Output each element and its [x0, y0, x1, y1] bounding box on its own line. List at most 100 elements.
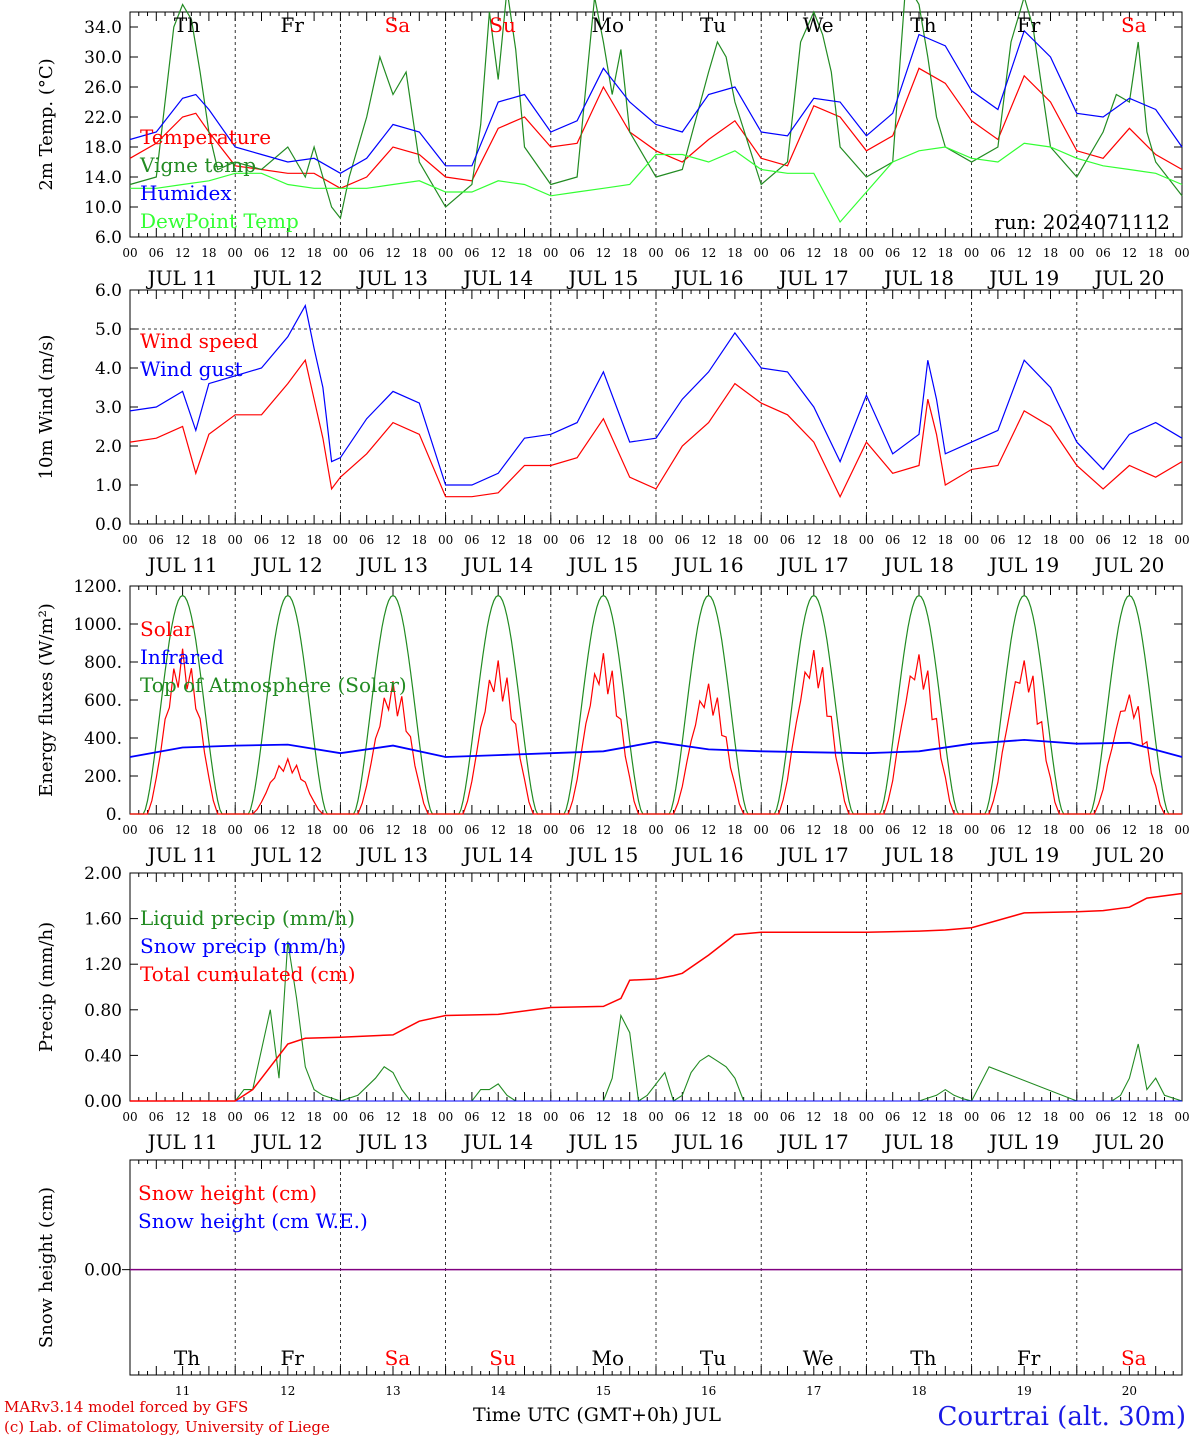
hour-tick-label: 12: [911, 823, 926, 837]
legend-solar: Solar: [140, 617, 194, 641]
y-axis-title-5: Snow height (cm): [36, 1187, 57, 1348]
hour-tick-label: 12: [175, 246, 190, 260]
hour-tick-label: 00: [333, 246, 348, 260]
weekday-label: Su: [489, 13, 516, 37]
day-number-label: 16: [701, 1384, 716, 1398]
hour-tick-label: 12: [1017, 1110, 1032, 1124]
hour-tick-label: 18: [832, 246, 847, 260]
hour-tick-label: 06: [149, 246, 164, 260]
y-tick-label: 3.0: [95, 398, 122, 418]
hour-tick-label: 00: [333, 533, 348, 547]
series-line-wind-speed: [129, 358, 1183, 499]
hour-tick-label: 06: [990, 533, 1005, 547]
hour-tick-label: 18: [412, 533, 427, 547]
hour-tick-label: 12: [911, 246, 926, 260]
hour-tick-label: 06: [149, 823, 164, 837]
legend-temperature: Temperature: [140, 125, 271, 149]
hour-tick-label: 18: [201, 823, 216, 837]
hour-tick-label: 18: [1148, 246, 1163, 260]
x-axis-title: Time UTC (GMT+0h) JUL: [473, 1404, 721, 1426]
hour-tick-label: 06: [359, 823, 374, 837]
hour-tick-label: 06: [780, 1110, 795, 1124]
hour-tick-label: 00: [1069, 246, 1084, 260]
date-label: JUL 14: [461, 553, 533, 577]
y-tick-label: 1000.: [73, 615, 122, 635]
y-tick-label: 2.0: [95, 437, 122, 457]
hour-tick-label: 12: [701, 246, 716, 260]
hour-tick-label: 06: [569, 1110, 584, 1124]
hour-tick-label: 00: [1174, 1110, 1189, 1124]
hour-tick-label: 18: [1148, 1110, 1163, 1124]
y-tick-label: 1.60: [84, 910, 122, 930]
hour-tick-label: 00: [122, 246, 137, 260]
series-line-liquid-precip-mm-h-: [130, 941, 1183, 1102]
hour-tick-label: 12: [280, 823, 295, 837]
y-tick-label: 600.: [84, 691, 122, 711]
date-label: JUL 11: [146, 1130, 218, 1154]
date-label: JUL 19: [987, 266, 1059, 290]
y-tick-label: 6.0: [95, 281, 122, 301]
hour-tick-label: 00: [228, 246, 243, 260]
hour-tick-label: 12: [491, 246, 506, 260]
y-tick-label: 6.0: [95, 228, 122, 248]
hour-tick-label: 18: [201, 246, 216, 260]
weekday-label-bottom: Sa: [1121, 1346, 1147, 1370]
hour-tick-label: 00: [859, 1110, 874, 1124]
weekday-label-bottom: Tu: [700, 1346, 726, 1370]
y-tick-label: 4.0: [95, 359, 122, 379]
hour-tick-label: 12: [1122, 533, 1137, 547]
hour-tick-label: 12: [175, 533, 190, 547]
date-label: JUL 11: [146, 266, 218, 290]
legend-top-of-atmosphere-solar-: Top of Atmosphere (Solar): [140, 673, 407, 697]
hour-tick-label: 06: [675, 533, 690, 547]
y-tick-label: 34.0: [84, 18, 122, 38]
hour-tick-label: 12: [385, 823, 400, 837]
weekday-label-bottom: Th: [174, 1346, 200, 1370]
hour-tick-label: 00: [1174, 823, 1189, 837]
hour-tick-label: 06: [885, 246, 900, 260]
location-label: Courtrai (alt. 30m): [937, 1402, 1187, 1432]
weekday-label-bottom: Th: [910, 1346, 936, 1370]
hour-tick-label: 06: [675, 246, 690, 260]
date-label: JUL 17: [777, 1130, 849, 1154]
hour-tick-label: 12: [596, 823, 611, 837]
hour-tick-label: 00: [333, 1110, 348, 1124]
hour-tick-label: 00: [648, 1110, 663, 1124]
date-label: JUL 13: [356, 843, 428, 867]
hour-tick-label: 18: [832, 1110, 847, 1124]
legend-vigne-temp: Vigne temp: [139, 153, 256, 177]
hour-tick-label: 18: [1043, 533, 1058, 547]
hour-tick-label: 06: [885, 823, 900, 837]
weekday-label-bottom: Su: [489, 1346, 516, 1370]
legend-dewpoint-temp: DewPoint Temp: [140, 209, 299, 233]
series-line-solar: [130, 648, 1182, 815]
date-label: JUL 16: [672, 553, 744, 577]
hour-tick-label: 18: [1148, 823, 1163, 837]
hour-tick-label: 12: [701, 533, 716, 547]
hour-tick-label: 12: [596, 246, 611, 260]
date-label: JUL 17: [777, 266, 849, 290]
hour-tick-label: 12: [1017, 533, 1032, 547]
hour-tick-label: 06: [359, 533, 374, 547]
hour-tick-label: 00: [859, 823, 874, 837]
hour-tick-label: 06: [1095, 1110, 1110, 1124]
hour-tick-label: 18: [306, 533, 321, 547]
hour-tick-label: 00: [122, 823, 137, 837]
hour-tick-label: 00: [859, 533, 874, 547]
hour-tick-label: 12: [280, 533, 295, 547]
hour-tick-label: 06: [675, 823, 690, 837]
hour-tick-label: 00: [648, 246, 663, 260]
y-tick-label: 1200.: [73, 577, 122, 597]
hour-tick-label: 06: [464, 1110, 479, 1124]
weekday-label: Th: [910, 13, 936, 37]
hour-tick-label: 18: [412, 246, 427, 260]
hour-tick-label: 00: [1069, 533, 1084, 547]
hour-tick-label: 18: [622, 246, 637, 260]
day-number-label: 17: [806, 1384, 821, 1398]
series-line-humidex: [129, 29, 1183, 174]
hour-tick-label: 18: [622, 533, 637, 547]
date-label: JUL 18: [882, 1130, 954, 1154]
hour-tick-label: 00: [438, 533, 453, 547]
hour-tick-label: 06: [254, 533, 269, 547]
hour-tick-label: 00: [228, 823, 243, 837]
